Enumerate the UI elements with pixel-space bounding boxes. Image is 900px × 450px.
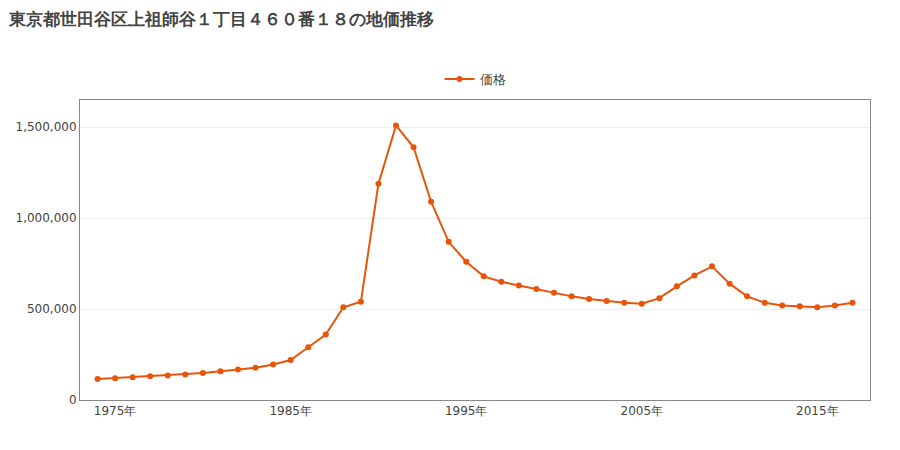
svg-text:500,000: 500,000 <box>27 302 77 316</box>
svg-text:2005年: 2005年 <box>621 404 664 418</box>
svg-text:東京都世田谷区上祖師谷１丁目４６０番１８の地価推移: 東京都世田谷区上祖師谷１丁目４６０番１８の地価推移 <box>8 9 434 29</box>
svg-text:1975年: 1975年 <box>94 404 137 418</box>
svg-text:1,000,000: 1,000,000 <box>16 211 77 225</box>
svg-text:1,500,000: 1,500,000 <box>16 120 77 134</box>
svg-text:1985年: 1985年 <box>269 404 312 418</box>
svg-text:価格: 価格 <box>480 72 506 87</box>
svg-text:2015年: 2015年 <box>796 404 839 418</box>
svg-text:0: 0 <box>69 393 77 407</box>
svg-text:1995年: 1995年 <box>445 404 488 418</box>
